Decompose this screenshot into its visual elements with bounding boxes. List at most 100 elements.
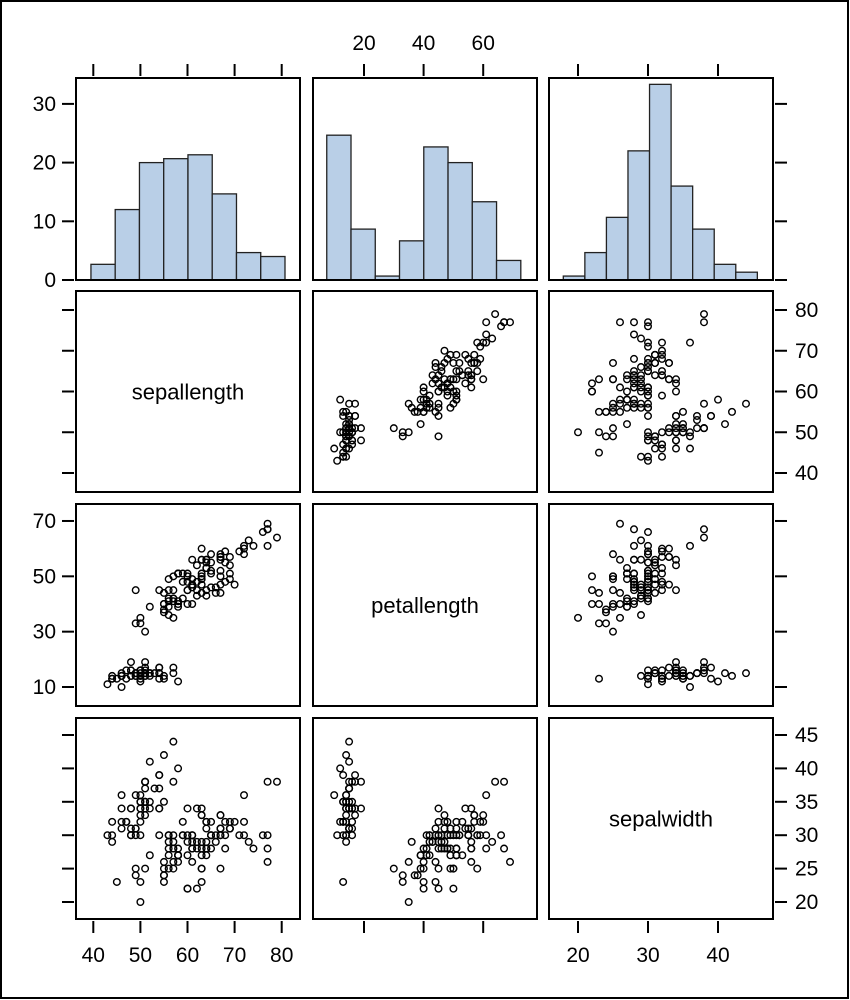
data-point — [339, 452, 348, 461]
data-point — [178, 577, 187, 586]
data-point — [470, 811, 479, 820]
data-point — [482, 330, 491, 339]
data-point — [644, 577, 653, 586]
data-point — [637, 611, 646, 620]
data-point — [145, 602, 154, 611]
data-point — [609, 602, 618, 611]
data-point — [616, 599, 625, 608]
panel-frame — [75, 290, 301, 493]
data-point — [169, 669, 178, 678]
data-point — [449, 864, 458, 873]
data-point — [665, 663, 674, 672]
data-point — [126, 831, 135, 840]
data-point — [665, 358, 674, 367]
data-point — [672, 444, 681, 453]
data-point — [342, 444, 351, 453]
data-point — [602, 605, 611, 614]
histogram-bar-sepallength — [235, 251, 262, 281]
data-point — [742, 399, 751, 408]
data-point — [434, 432, 443, 441]
data-point — [609, 586, 618, 595]
histogram-bar-sepalwidth — [735, 271, 758, 281]
panel-frame — [312, 77, 538, 281]
data-point — [672, 669, 681, 678]
data-point — [225, 552, 234, 561]
data-point — [263, 857, 272, 866]
data-point — [342, 811, 351, 820]
data-point — [595, 674, 604, 683]
data-point — [419, 387, 428, 396]
y-tick-label-sepalwidth_row: 25 — [795, 858, 818, 881]
data-point — [169, 864, 178, 873]
data-point — [164, 575, 173, 584]
data-point — [108, 831, 117, 840]
data-point — [644, 354, 653, 363]
data-point — [263, 844, 272, 853]
variable-label-sepalwidth: sepalwidth — [609, 807, 713, 832]
data-point — [183, 599, 192, 608]
data-point — [345, 784, 354, 793]
data-point — [159, 608, 168, 617]
data-point — [428, 837, 437, 846]
data-point — [452, 851, 461, 860]
data-point — [330, 791, 339, 800]
data-point — [183, 804, 192, 813]
data-point — [188, 599, 197, 608]
data-point — [431, 358, 440, 367]
data-point — [141, 864, 150, 873]
data-point — [630, 354, 639, 363]
data-point — [336, 395, 345, 404]
data-point — [637, 334, 646, 343]
data-point — [700, 399, 709, 408]
data-point — [672, 561, 681, 570]
data-point — [644, 597, 653, 606]
data-point — [211, 831, 220, 840]
data-point — [658, 547, 667, 556]
data-point — [672, 420, 681, 429]
data-point — [455, 367, 464, 376]
data-point — [183, 884, 192, 893]
data-point — [117, 817, 126, 826]
data-point — [452, 391, 461, 400]
data-point — [488, 334, 497, 343]
data-point — [131, 586, 140, 595]
data-point — [616, 407, 625, 416]
data-point — [700, 658, 709, 667]
data-point — [491, 310, 500, 319]
data-point — [207, 817, 216, 826]
y-tick-label-sepalwidth_row: 20 — [795, 891, 818, 914]
data-point — [244, 536, 253, 545]
data-point — [443, 817, 452, 826]
data-point — [452, 350, 461, 359]
x-tick-label-sepalwidth: 30 — [636, 944, 659, 967]
data-point — [413, 871, 422, 880]
panel-frame — [312, 717, 538, 920]
data-point — [473, 367, 482, 376]
data-point — [602, 608, 611, 617]
data-point — [574, 613, 583, 622]
histogram-bar-sepalwidth — [605, 216, 629, 281]
y-tick-label-sepallength_row: 40 — [795, 462, 818, 485]
data-point — [630, 525, 639, 534]
data-point — [714, 395, 723, 404]
data-point — [644, 411, 653, 420]
data-point — [609, 399, 618, 408]
data-point — [479, 817, 488, 826]
data-point — [345, 416, 354, 425]
data-point — [207, 844, 216, 853]
data-point — [221, 844, 230, 853]
data-point — [644, 588, 653, 597]
data-point — [588, 586, 597, 595]
data-point — [679, 666, 688, 675]
data-point — [136, 797, 145, 806]
histogram-bar-sepalwidth — [713, 263, 737, 281]
data-point — [174, 602, 183, 611]
data-point — [479, 375, 488, 384]
data-point — [410, 871, 419, 880]
data-point — [461, 350, 470, 359]
x-tick-label-petallength: 40 — [412, 32, 435, 55]
data-point — [188, 844, 197, 853]
data-point — [230, 580, 239, 589]
data-point — [644, 583, 653, 592]
